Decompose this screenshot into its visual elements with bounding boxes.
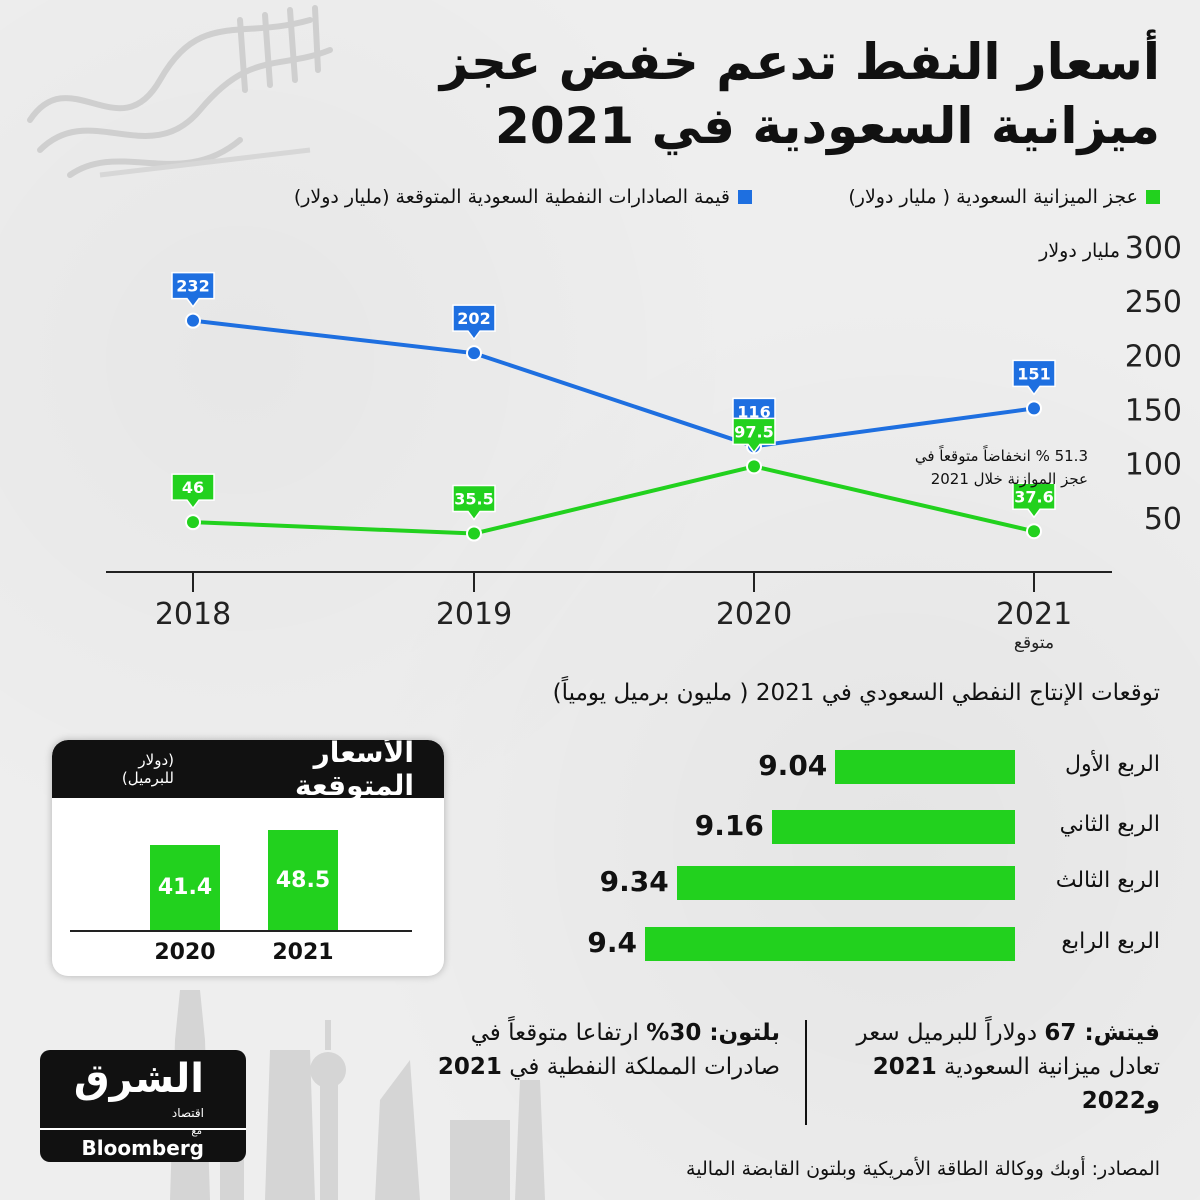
legend-blue-swatch xyxy=(738,190,752,204)
y-tick-label: 150 xyxy=(1125,394,1182,429)
x-tick-label: 2020 xyxy=(716,597,792,632)
data-label: 46 xyxy=(182,478,204,497)
asharq-bloomberg-logo: الشرق اقتصاد مع Bloomberg xyxy=(40,1050,246,1162)
data-label: 37.6 xyxy=(1014,487,1053,506)
y-tick-label: 100 xyxy=(1125,448,1182,483)
saudi-flag-calligraphy-icon xyxy=(27,5,333,178)
data-label: 202 xyxy=(457,309,490,328)
fitch-note: فيتش: 67 دولاراً للبرميل سعر تعادل ميزان… xyxy=(820,1016,1160,1118)
data-point xyxy=(746,458,762,475)
price-year-label: 2020 xyxy=(154,940,216,965)
data-point xyxy=(1026,400,1042,417)
price-card-subtitle: (دولار للبرميل) xyxy=(121,751,174,787)
price-card-title: الأسعار المتوقعة xyxy=(295,740,414,802)
data-point xyxy=(466,345,482,362)
data-label: 35.5 xyxy=(454,490,493,509)
data-label-bubble xyxy=(1012,482,1056,519)
data-point xyxy=(1026,523,1042,540)
data-label: 232 xyxy=(176,277,209,296)
y-tick-label: 200 xyxy=(1125,339,1182,374)
x-tick-sublabel: متوقع xyxy=(1014,633,1054,653)
bilton-bold: بلتون: 30% xyxy=(646,1020,780,1046)
bilton-year: 2021 xyxy=(437,1054,502,1080)
logo-with-text: مع xyxy=(191,1126,202,1137)
page-title: أسعار النفط تدعم خفض عجز ميزانية السعودي… xyxy=(439,33,1160,155)
y-unit-label: مليار دولار xyxy=(1039,240,1120,262)
annotation-line-2: عجز الموازنة خلال 2021 xyxy=(930,470,1088,488)
legend-exports: قيمة الصادارات النفطية السعودية المتوقعة… xyxy=(294,186,752,208)
data-label-bubble xyxy=(732,417,776,454)
logo-divider xyxy=(40,1128,246,1130)
price-bar: 41.4 xyxy=(150,844,220,930)
city-skyline-icon xyxy=(170,990,545,1200)
price-bar: 48.5 xyxy=(268,830,338,930)
data-label-bubble xyxy=(171,271,215,308)
notes-divider xyxy=(805,1020,807,1125)
data-label-bubble xyxy=(452,484,496,521)
y-tick-label: 50 xyxy=(1144,502,1182,537)
data-label-bubble xyxy=(1012,359,1056,396)
logo-brand-text: Bloomberg xyxy=(81,1136,204,1160)
data-label: 116 xyxy=(737,402,770,421)
annotation-line-1: 51.3 % انخفاضاً متوقعاً في xyxy=(914,447,1088,465)
legend-exports-label: قيمة الصادارات النفطية السعودية المتوقعة… xyxy=(293,186,730,208)
data-label: 97.5 xyxy=(734,422,773,441)
x-tick-label: 2021 xyxy=(996,597,1072,632)
data-point xyxy=(185,312,201,329)
fitch-bold: فيتش: 67 xyxy=(1044,1020,1160,1046)
deficit-annotation: 51.3 % انخفاضاً متوقعاً في عجز الموازنة … xyxy=(915,445,1088,491)
x-tick-label: 2018 xyxy=(155,597,231,632)
data-label: 151 xyxy=(1017,364,1050,383)
price-card: الأسعار المتوقعة (دولار للبرميل) 41.4 202… xyxy=(52,740,444,976)
data-point xyxy=(185,514,201,531)
production-title: توقعات الإنتاج النفطي السعودي في 2021 ( … xyxy=(552,680,1160,706)
data-point xyxy=(466,525,482,542)
y-tick-label: 250 xyxy=(1125,285,1182,320)
source-note: المصادر: أوبك ووكالة الطاقة الأمريكية وب… xyxy=(686,1158,1160,1180)
logo-main-text: الشرق xyxy=(73,1056,204,1102)
legend-deficit-label: عجز الميزانية السعودية ( مليار دولار) xyxy=(848,186,1138,208)
data-label-bubble xyxy=(171,473,215,510)
y-tick-label: 300 xyxy=(1125,231,1182,266)
data-label-bubble xyxy=(452,304,496,341)
series-line xyxy=(192,318,1035,449)
bilton-text: ارتفاعا متوقعاً في صادرات المملكة النفطي… xyxy=(470,1020,780,1080)
fitch-years: 2021 و2022 xyxy=(872,1054,1160,1114)
x-tick-label: 2019 xyxy=(436,597,512,632)
price-bar-chart: 41.4 2020 48.5 2021 xyxy=(52,798,444,976)
logo-sub-text: اقتصاد xyxy=(171,1106,204,1120)
bilton-note: بلتون: 30% ارتفاعا متوقعاً في صادرات الم… xyxy=(400,1016,780,1084)
price-axis-line xyxy=(70,930,412,932)
fitch-text: دولاراً للبرميل سعر تعادل ميزانية السعود… xyxy=(856,1020,1160,1080)
legend-green-swatch xyxy=(1146,190,1160,204)
legend-deficit: عجز الميزانية السعودية ( مليار دولار) xyxy=(848,186,1160,208)
series-line xyxy=(192,464,1035,536)
price-year-label: 2021 xyxy=(272,940,334,965)
price-card-header: الأسعار المتوقعة (دولار للبرميل) xyxy=(52,740,444,802)
